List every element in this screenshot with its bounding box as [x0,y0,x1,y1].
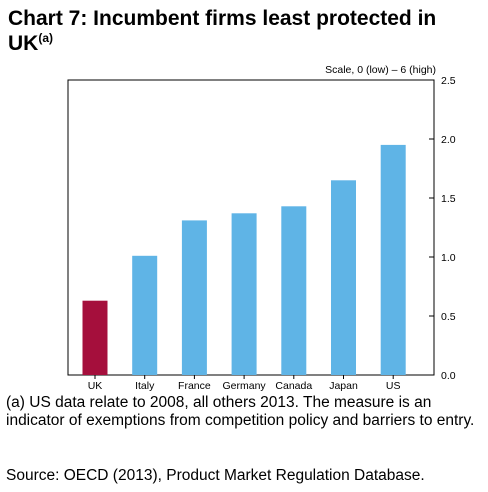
bar-france [181,220,207,375]
y-axis-label: Scale, 0 (low) – 6 (high) [325,64,436,76]
y-axis-ticks: 0.0 0.5 1.0 1.5 2.0 2.5 [429,75,456,382]
x-tick-label-germany: Germany [223,380,267,392]
bar-us [380,144,406,375]
x-tick-label-uk: UK [88,380,103,392]
footnote: (a) US data relate to 2008, all others 2… [6,394,475,429]
y-tick-label-0: 0.0 [441,370,456,382]
y-tick-label-1: 0.5 [441,311,456,323]
x-axis-labels: UK Italy France Germany Canada Japan US [88,375,401,392]
x-tick-label-italy: Italy [135,380,155,392]
x-tick-label-france: France [178,380,211,392]
chart-title-note-marker: (a) [38,31,54,45]
x-tick-label-japan: Japan [329,380,358,392]
bar-chart: Scale, 0 (low) – 6 (high) 0.0 0.5 1.0 1.5 2.… [67,64,456,392]
bar-italy [132,255,158,375]
chart-title-text: Chart 7: Incumbent firms least protected… [8,7,437,55]
bar-uk [82,300,108,375]
bar-canada [281,206,307,375]
y-tick-label-4: 2.0 [441,134,456,146]
y-tick-label-5: 2.5 [441,75,456,87]
bar-japan [331,180,356,375]
y-tick-label-2: 1.0 [441,252,456,264]
source-note: Source: OECD (2013), Product Market Regu… [6,467,425,484]
bars-group [82,144,406,375]
x-tick-label-canada: Canada [275,380,312,392]
x-tick-label-us: US [386,380,401,392]
bar-germany [231,213,257,375]
chart-title: Chart 7: Incumbent firms least protected… [8,6,478,56]
y-tick-label-3: 1.5 [441,193,456,205]
